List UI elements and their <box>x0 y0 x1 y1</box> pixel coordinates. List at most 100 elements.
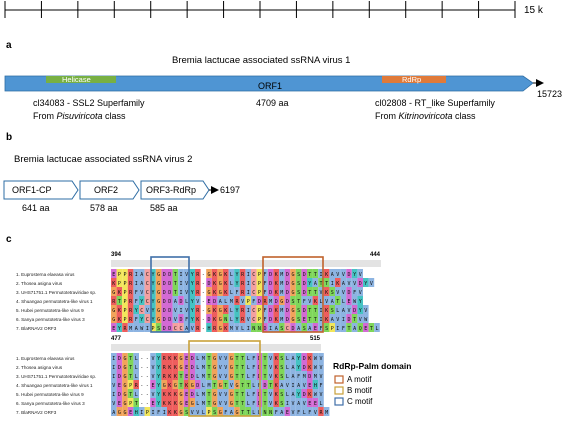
residue-cell <box>183 278 190 287</box>
residue-letter: Y <box>151 272 154 278</box>
residue-letter: V <box>269 401 272 407</box>
residue-cell <box>340 314 347 323</box>
block2-sequence-names: 1. Euprosterna elaeasa virus 2. Thosea as… <box>16 356 96 415</box>
residue-cell <box>295 278 302 287</box>
residue-cell <box>178 278 184 287</box>
residue-cell <box>284 314 291 323</box>
residue-letter: R <box>235 299 239 305</box>
residue-letter: F <box>252 356 255 362</box>
residue-letter: T <box>263 356 266 362</box>
panel-a-title: Bremia lactucae associated ssRNA virus 1 <box>172 55 350 66</box>
residue-letter: D <box>168 317 171 323</box>
residue-letter: E <box>185 356 188 362</box>
residue-letter: T <box>347 326 350 332</box>
residue-cell <box>351 323 358 332</box>
residue-letter: G <box>230 374 233 380</box>
residue-letter: K <box>213 272 216 278</box>
residue-cell <box>329 278 335 287</box>
residue-letter: W <box>314 392 318 398</box>
residue-letter: T <box>213 383 216 389</box>
residue-letter: L <box>241 326 244 332</box>
residue-letter: G <box>157 290 160 296</box>
residue-cell <box>206 314 212 323</box>
residue-letter: G <box>179 365 182 371</box>
residue-cell <box>127 314 134 323</box>
residue-letter: I <box>163 410 166 416</box>
residue-cell <box>267 371 274 380</box>
residue-letter: V <box>174 308 177 314</box>
residue-cell <box>228 371 235 380</box>
residue-cell <box>262 323 268 332</box>
residue-letter: T <box>241 401 244 407</box>
residue-cell <box>211 296 218 305</box>
residue-cell <box>239 269 246 278</box>
residue-cell <box>290 398 296 407</box>
residue-cell <box>183 398 190 407</box>
residue-letter: V <box>247 317 250 323</box>
residue-letter: D <box>263 383 266 389</box>
residue-letter: G <box>123 365 126 371</box>
residue-cell <box>239 362 246 371</box>
residue-letter: I <box>247 281 250 287</box>
residue-cell <box>323 407 330 416</box>
residue-cell <box>312 296 319 305</box>
residue-letter: A <box>314 281 317 287</box>
residue-letter: Y <box>118 326 121 332</box>
residue-letter: - <box>146 365 149 371</box>
residue-letter: - <box>202 299 205 305</box>
residue-letter: V <box>219 401 222 407</box>
residue-letter: D <box>347 290 350 296</box>
residue-cell <box>223 371 229 380</box>
residue-letter: I <box>112 374 115 380</box>
residue-letter: L <box>375 326 378 332</box>
residue-cell <box>267 353 274 362</box>
residue-letter: Y <box>191 281 194 287</box>
residue-letter: R <box>196 326 200 332</box>
legend-b-swatch <box>334 386 344 395</box>
residue-letter: V <box>359 272 362 278</box>
residue-letter: P <box>118 281 121 287</box>
residue-cell <box>161 398 167 407</box>
residue-letter: K <box>118 308 121 314</box>
residue-letter: Y <box>151 281 154 287</box>
residue-cell <box>206 269 212 278</box>
residue-letter: R <box>241 317 245 323</box>
rdrp-class: From Kitrinoviricota class <box>375 111 476 121</box>
residue-letter: M <box>202 356 205 362</box>
residue-letter: E <box>185 374 188 380</box>
residue-cell <box>329 287 335 296</box>
residue-cell <box>245 353 251 362</box>
residue-cell <box>133 278 139 287</box>
orf-b-end-coord: 6197 <box>220 185 240 195</box>
residue-cell <box>155 353 162 362</box>
residue-cell <box>206 362 212 371</box>
residue-cell <box>312 380 319 389</box>
residue-cell <box>245 305 251 314</box>
residue-cell <box>267 407 274 416</box>
residue-letter: T <box>325 281 328 287</box>
residue-letter: G <box>213 356 216 362</box>
residue-cell <box>301 389 307 398</box>
residue-cell <box>211 353 218 362</box>
residue-cell <box>245 362 251 371</box>
residue-cell <box>323 314 330 323</box>
residue-letter: V <box>286 383 289 389</box>
residue-letter: D <box>196 383 199 389</box>
residue-cell <box>155 380 162 389</box>
residue-cell <box>195 389 201 398</box>
residue-cell <box>150 407 156 416</box>
sequence-name: 7. BlaRNAV2 ORF3 <box>16 326 57 331</box>
residue-letter: - <box>202 272 205 278</box>
residue-letter: F <box>235 290 238 296</box>
residue-letter: T <box>129 365 132 371</box>
residue-letter: K <box>308 392 311 398</box>
residue-cell <box>256 278 263 287</box>
sequence-name: 7. BlaRNAV2 ORF3 <box>16 410 57 415</box>
residue-cell <box>357 323 363 332</box>
residue-letter: G <box>207 290 210 296</box>
residue-letter: - <box>146 392 149 398</box>
residue-letter: Q <box>359 326 362 332</box>
